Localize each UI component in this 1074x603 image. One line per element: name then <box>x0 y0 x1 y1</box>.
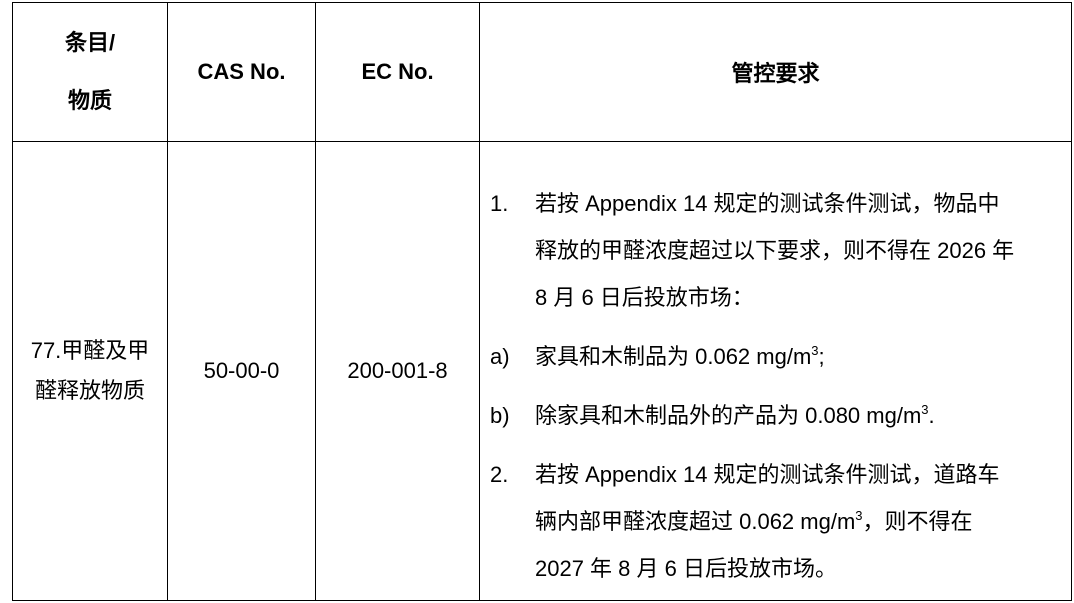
column-divider <box>315 2 316 601</box>
requirement-1: 1. 若按 Appendix 14 规定的测试条件测试，物品中 释放的甲醛浓度超过… <box>490 180 1065 321</box>
header-item-substance: 条目/物质 <box>13 3 167 141</box>
requirement-text: 若按 Appendix 14 规定的测试条件测试，道路车 <box>535 462 1000 487</box>
column-divider <box>167 2 168 601</box>
table-border-header <box>12 141 1072 142</box>
requirement-a: a) 家具和木制品为 0.062 mg/m3; <box>490 333 1065 380</box>
table-border-right <box>1071 2 1072 601</box>
requirement-text: ，则不得在 <box>862 509 973 534</box>
punctuation: ; <box>818 344 825 369</box>
header-cas: CAS No. <box>197 59 286 84</box>
header-requirements: 管控要求 <box>731 61 820 86</box>
table-border-bottom <box>12 600 1072 601</box>
superscript: 3 <box>855 508 863 523</box>
requirement-text: 8 月 6 日后投放市场： <box>535 285 754 310</box>
superscript: 3 <box>921 402 929 417</box>
list-letter: a) <box>490 344 510 369</box>
cell-cas: 50-00-0 <box>203 358 280 383</box>
requirement-text: 除家具和木制品外的产品为 0.080 mg/m <box>535 403 922 428</box>
table-border-left <box>12 2 13 601</box>
list-letter: b) <box>490 403 510 428</box>
list-number: 2. <box>490 462 509 487</box>
list-number: 1. <box>490 191 509 216</box>
item-text: 醛释放物质 <box>34 378 145 403</box>
requirement-2: 2. 若按 Appendix 14 规定的测试条件测试，道路车 辆内部甲醛浓度超过… <box>490 451 1065 592</box>
header-substance: 物质 <box>67 88 112 113</box>
cell-item: 77.甲醛及甲 醛释放物质 <box>13 142 167 600</box>
requirement-text: 辆内部甲醛浓度超过 0.062 mg/m <box>535 509 856 534</box>
requirement-text: 家具和木制品为 0.062 mg/m <box>535 344 812 369</box>
item-text: 77.甲醛及甲 <box>30 338 150 363</box>
punctuation: . <box>928 403 935 428</box>
requirement-text: 若按 Appendix 14 规定的测试条件测试，物品中 <box>535 191 1000 216</box>
superscript: 3 <box>811 343 819 358</box>
header-item: 条目/ <box>64 30 116 55</box>
requirement-text: 释放的甲醛浓度超过以下要求，则不得在 2026 年 <box>535 238 1015 263</box>
table-border-top <box>12 2 1072 3</box>
cell-ec: 200-001-8 <box>347 358 448 383</box>
cell-requirements: 1. 若按 Appendix 14 规定的测试条件测试，物品中 释放的甲醛浓度超过… <box>490 180 1065 592</box>
column-divider <box>479 2 480 601</box>
requirement-text: 2027 年 8 月 6 日后投放市场。 <box>535 556 837 581</box>
header-ec: EC No. <box>361 59 434 84</box>
requirement-b: b) 除家具和木制品外的产品为 0.080 mg/m3. <box>490 392 1065 439</box>
